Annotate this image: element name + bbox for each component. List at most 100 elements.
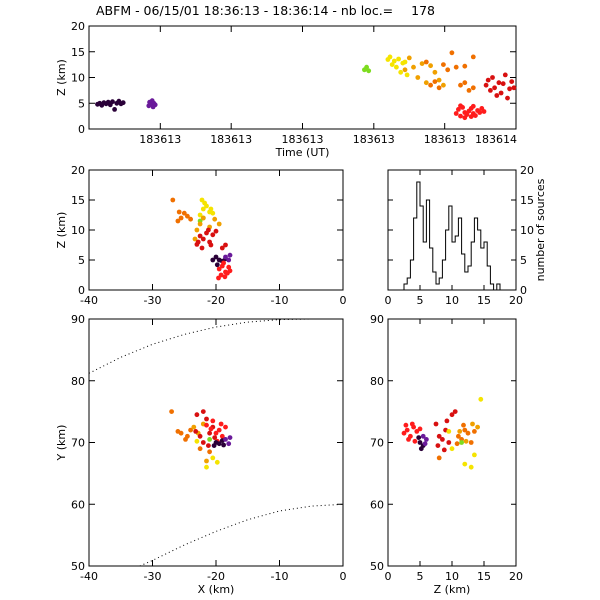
height-y-point	[416, 435, 422, 440]
x-y-point	[169, 409, 175, 414]
time-height-point	[404, 72, 410, 78]
x-y-point	[193, 429, 199, 434]
time-height-point	[441, 62, 446, 67]
time-height-point	[502, 72, 508, 78]
x-height-point	[208, 242, 214, 248]
time-height-point	[432, 79, 438, 84]
x-height-point	[210, 210, 216, 216]
time-height-y-tick-label: 0	[78, 123, 85, 136]
x-height-y-tick-label: 0	[78, 284, 85, 297]
x-height-point	[227, 252, 233, 258]
x-y-axes: -40 -30 -20 -10 0 50 60 70 80 90 X (km) Y (km)	[55, 313, 347, 596]
x-height-y-tick-label: 10	[71, 224, 85, 237]
x-y-y-tick-label: 60	[71, 498, 85, 511]
x-y-x-tick-label: 0	[340, 570, 347, 583]
x-height-point	[222, 274, 228, 280]
x-y-y-tick-label: 90	[71, 313, 85, 326]
time-height-point	[470, 85, 476, 91]
time-height-point	[477, 110, 483, 115]
time-height-point	[468, 114, 474, 119]
x-y-point	[211, 443, 217, 448]
x-height-point	[223, 242, 228, 248]
height-histogram-y-tick-label: 10	[520, 224, 534, 237]
x-y-x-tick-label: -10	[271, 570, 289, 583]
height-y-point	[404, 427, 410, 433]
time-height-point	[483, 82, 489, 88]
x-y-x-axis-title: X (km)	[198, 583, 235, 596]
figure-title-text: ABFM - 06/15/01 18:36:13 - 18:36:14 - nb…	[96, 3, 394, 18]
x-height-axes: -40 -30 -20 -10 0 0 5 10 15 20 Z (km)	[55, 164, 347, 307]
time-height-point	[462, 115, 468, 121]
height-y-x-axis-title: Z (km)	[434, 583, 471, 596]
height-y-point	[446, 440, 452, 445]
height-histogram-y-tick-label: 5	[520, 254, 527, 267]
time-height-point	[394, 64, 399, 70]
height-y-point	[452, 409, 458, 414]
time-height-point	[507, 86, 512, 92]
time-height-x-tick-label: 183613	[282, 133, 324, 146]
time-height-point	[387, 54, 393, 60]
x-y-point	[223, 437, 228, 442]
time-height-y-tick-label: 10	[71, 72, 85, 85]
x-y-point	[223, 424, 228, 430]
height-y-point	[472, 452, 477, 458]
time-height-point	[419, 61, 425, 66]
height-y-y-tick-label: 50	[370, 560, 384, 573]
x-y-point	[200, 440, 206, 445]
height-y-x-tick-label: 5	[417, 570, 424, 583]
x-y-x-tick-label: -40	[80, 570, 98, 583]
height-y-y-tick-label: 70	[370, 437, 384, 450]
x-height-point	[188, 216, 194, 222]
x-y-point	[197, 433, 203, 439]
height-y-y-tick-label: 60	[370, 498, 384, 511]
time-height-point	[496, 80, 502, 86]
height-y-point	[418, 446, 424, 452]
x-height-point	[219, 245, 225, 251]
height-y-point	[449, 446, 455, 452]
x-height-point	[200, 215, 206, 221]
time-height-point	[500, 81, 506, 87]
x-y-point	[204, 422, 209, 428]
height-y-point	[422, 441, 428, 447]
time-height-point	[398, 69, 404, 75]
time-height-frame	[88, 25, 517, 130]
x-y-point	[216, 441, 222, 447]
time-height-point	[112, 107, 117, 112]
time-height-point	[453, 64, 459, 70]
x-height-point	[227, 268, 233, 274]
height-y-point	[454, 441, 460, 447]
height-y-frame	[387, 318, 517, 567]
x-height-point	[197, 212, 203, 218]
x-height-point	[216, 221, 222, 227]
time-height-point	[120, 100, 126, 106]
time-height-point	[396, 56, 401, 62]
x-y-point	[188, 427, 194, 433]
time-height-point	[389, 62, 395, 67]
x-height-point	[212, 216, 218, 222]
x-height-points	[170, 197, 233, 281]
height-y-point	[417, 440, 423, 445]
time-height-point	[485, 77, 491, 83]
x-height-point	[192, 236, 198, 242]
height-y-y-tick-label: 90	[370, 313, 384, 326]
x-y-point	[207, 449, 213, 455]
x-y-point	[183, 437, 188, 442]
x-height-point	[194, 242, 200, 247]
figure-title: ABFM - 06/15/01 18:36:13 - 18:36:14 - nb…	[96, 3, 526, 18]
height-y-x-tick-label: 10	[445, 570, 459, 583]
time-height-x-tick-label: 183613	[210, 133, 252, 146]
height-y-point	[475, 424, 480, 430]
height-y-point	[446, 429, 452, 434]
height-y-y-tick-label: 80	[370, 375, 384, 388]
x-height-y-tick-label: 15	[71, 194, 85, 207]
time-height-point	[505, 95, 510, 101]
height-y-point	[440, 437, 445, 442]
height-y-point	[462, 461, 468, 467]
height-histogram-y-tick-label: 0	[520, 284, 527, 297]
x-y-point	[207, 430, 213, 436]
height-y-points	[401, 396, 484, 470]
x-height-point	[185, 213, 190, 219]
x-y-point	[214, 459, 220, 465]
height-y-point	[463, 438, 469, 444]
